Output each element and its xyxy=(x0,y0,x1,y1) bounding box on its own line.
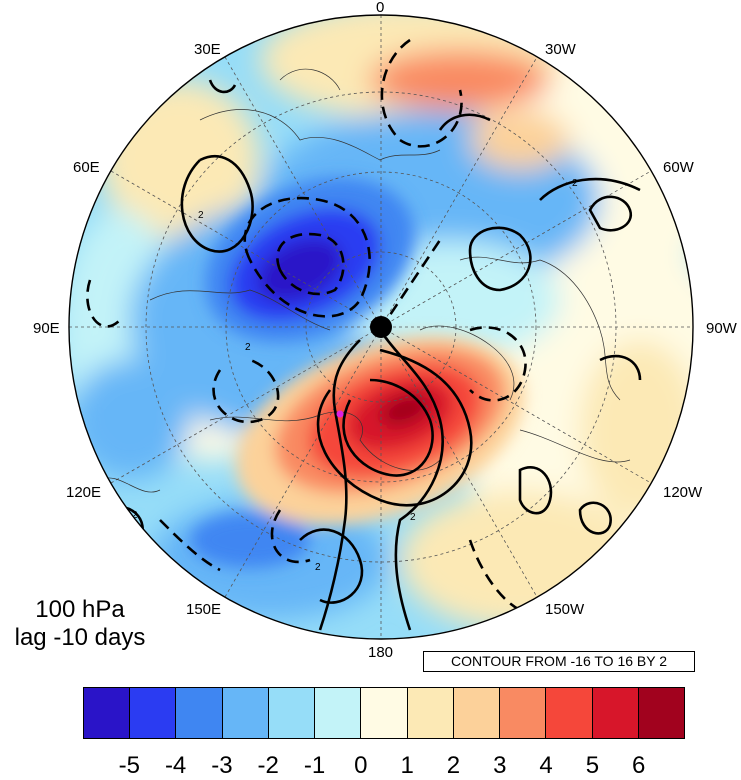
lon-label-150e: 150E xyxy=(186,601,222,618)
contour-label: 2 xyxy=(245,342,251,353)
lon-label-180: 180 xyxy=(368,644,394,661)
colorbar-tick-label: -2 xyxy=(257,752,279,779)
lon-label-90e: 90E xyxy=(33,320,60,337)
colorbar-tick-label: -5 xyxy=(118,752,140,779)
pole-marker xyxy=(370,316,392,338)
colorbar-bin xyxy=(592,688,639,738)
colorbar-bin xyxy=(315,688,362,738)
colorbar-bin xyxy=(84,688,131,738)
lon-label-60w: 60W xyxy=(663,159,694,176)
lon-label-150w: 150W xyxy=(545,601,585,618)
figure-title: 100 hPa lag -10 days xyxy=(0,596,160,651)
colorbar-bin xyxy=(407,688,454,738)
colorbar-bin xyxy=(176,688,223,738)
negative-contours xyxy=(86,38,527,612)
colorbar-tick-label: 3 xyxy=(493,752,507,779)
positive-contours xyxy=(109,79,642,631)
lon-label-90w: 90W xyxy=(706,320,737,337)
colorbar-bin xyxy=(361,688,408,738)
contour-info-box: CONTOUR FROM -16 TO 16 BY 2 xyxy=(423,651,695,672)
map-border xyxy=(68,14,694,640)
lon-label-120w: 120W xyxy=(663,484,703,501)
lon-label-120e: 120E xyxy=(66,484,102,501)
colorbar-tick-label: 1 xyxy=(400,752,414,779)
colorbar-tick-label: -4 xyxy=(164,752,187,779)
colorbar-bin xyxy=(222,688,269,738)
station-marker xyxy=(336,410,344,418)
lon-label-0: 0 xyxy=(376,0,385,16)
colorbar-bin xyxy=(500,688,547,738)
colorbar-tick-label: 4 xyxy=(539,752,553,779)
colorbar-bin xyxy=(546,688,593,738)
contour-labels: 2 2 2 2 2 2 xyxy=(132,178,578,573)
lon-label-30e: 30E xyxy=(194,41,221,58)
contour-label: 2 xyxy=(410,512,416,523)
colorbar-bin xyxy=(130,688,177,738)
coastlines xyxy=(99,68,631,493)
contour-label: 2 xyxy=(572,178,578,189)
lon-label-30w: 30W xyxy=(545,41,576,58)
shaded-anomaly-field: 2 2 2 2 2 2 xyxy=(69,15,693,639)
contour-label: 2 xyxy=(132,510,138,521)
colorbar-tick-label: 0 xyxy=(354,752,368,779)
colorbar-tick-label: -1 xyxy=(303,752,326,779)
colorbar-tick-label: -3 xyxy=(211,752,233,779)
colorbar-bin xyxy=(268,688,316,738)
lon-label-60e: 60E xyxy=(73,159,100,176)
colorbar-bin xyxy=(453,688,501,738)
contour-label: 2 xyxy=(198,210,204,221)
colorbar xyxy=(83,687,685,739)
colorbar-tick-label: 6 xyxy=(632,752,646,779)
contour-label: 2 xyxy=(315,562,321,573)
colorbar-tick-label: 5 xyxy=(585,752,600,779)
colorbar-tick-label: 2 xyxy=(446,752,461,779)
title-lag: lag -10 days xyxy=(14,623,146,651)
colorbar-bin xyxy=(638,688,685,738)
title-level: 100 hPa xyxy=(35,596,125,623)
